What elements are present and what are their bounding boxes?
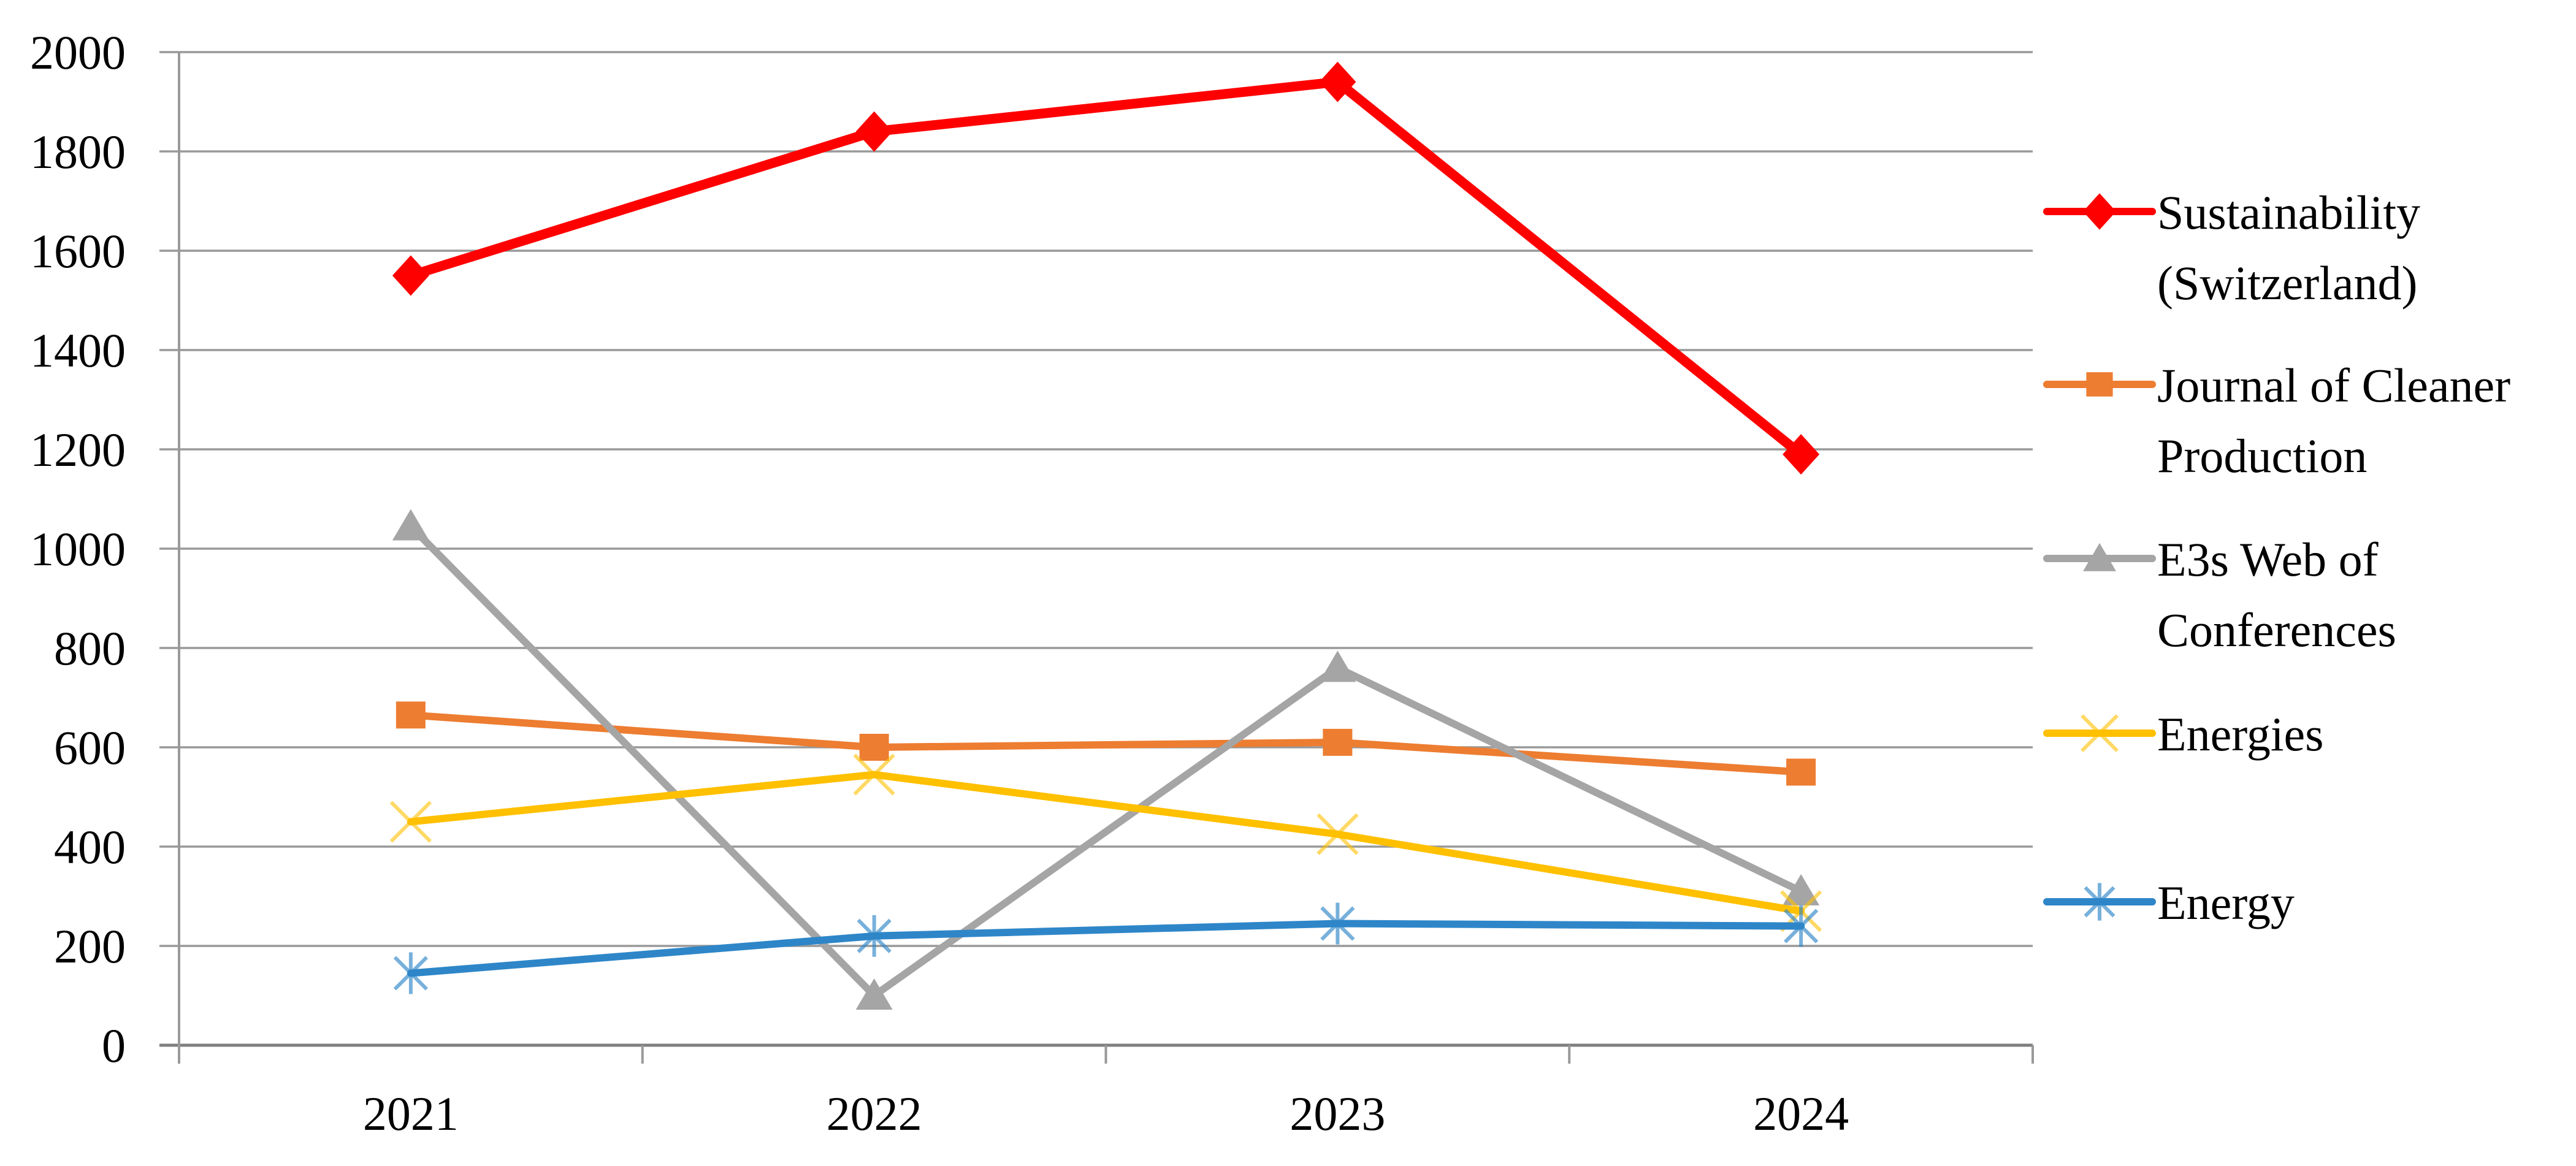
y-axis-label-1600: 1600 xyxy=(30,224,126,278)
series-line-sustainability-switzerland xyxy=(405,77,1806,460)
legend-label-e3s-web-of-conferences-line2: Conferences xyxy=(2157,603,2396,657)
y-axis-label-1200: 1200 xyxy=(30,423,126,476)
x-axis-label-2022: 2022 xyxy=(827,1087,922,1140)
marker-diamond-legend-sustainability-switzerland xyxy=(2083,193,2116,230)
x-axis-label-2023: 2023 xyxy=(1290,1087,1385,1140)
marker-x-energies-2021 xyxy=(389,801,432,843)
y-axis-label-800: 800 xyxy=(54,622,126,675)
marker-asterisk-energy-2022 xyxy=(857,915,892,957)
marker-asterisk-energy-2021 xyxy=(393,952,428,994)
marker-asterisk-energy-2023 xyxy=(1320,902,1355,945)
marker-diamond-sustainability-switzerland-2023 xyxy=(1319,61,1356,102)
marker-triangle-e3s-web-of-conferences-2024 xyxy=(1783,874,1820,905)
marker-triangle-e3s-web-of-conferences-2023 xyxy=(1319,650,1356,682)
marker-square-journal-of-cleaner-production-2021 xyxy=(396,701,426,729)
y-axis-label-200: 200 xyxy=(54,920,126,973)
legend-label-journal-of-cleaner-production-line2: Production xyxy=(2157,429,2367,482)
marker-triangle-e3s-web-of-conferences-2021 xyxy=(392,509,429,541)
legend-label-journal-of-cleaner-production-line1: Journal of Cleaner xyxy=(2157,359,2510,412)
y-axis-label-1800: 1800 xyxy=(30,125,126,178)
legend-label-energies: Energies xyxy=(2157,707,2323,761)
marker-asterisk-energy-2024 xyxy=(1784,905,1819,947)
series-line-e3s-web-of-conferences xyxy=(407,522,1805,999)
marker-square-legend-journal-of-cleaner-production xyxy=(2086,372,2113,397)
marker-triangle-legend-e3s-web-of-conferences xyxy=(2083,543,2116,571)
marker-x-energies-2023 xyxy=(1317,813,1359,855)
y-axis-label-600: 600 xyxy=(54,721,126,774)
x-axis-label-2024: 2024 xyxy=(1753,1087,1849,1140)
marker-diamond-sustainability-switzerland-2024 xyxy=(1783,434,1820,475)
x-axis-label-2021: 2021 xyxy=(363,1087,459,1140)
marker-diamond-sustainability-switzerland-2022 xyxy=(855,111,893,152)
y-axis-label-2000: 2000 xyxy=(30,26,126,79)
legend-label-energy: Energy xyxy=(2157,876,2295,929)
legend-label-sustainability-switzerland-line1: Sustainability xyxy=(2157,186,2420,239)
marker-square-journal-of-cleaner-production-2023 xyxy=(1323,728,1353,756)
marker-x-energies-2022 xyxy=(853,753,895,796)
marker-square-journal-of-cleaner-production-2024 xyxy=(1786,758,1816,786)
y-axis-label-0: 0 xyxy=(102,1019,126,1072)
marker-triangle-e3s-web-of-conferences-2022 xyxy=(855,978,893,1010)
marker-asterisk-legend-energy xyxy=(2084,883,2115,921)
y-axis-label-1000: 1000 xyxy=(30,522,126,576)
series-line-energy xyxy=(407,920,1805,977)
series-line-journal-of-cleaner-production xyxy=(407,711,1805,776)
y-axis-label-1400: 1400 xyxy=(30,324,126,377)
marker-x-legend-energies xyxy=(2081,714,2119,752)
legend-label-e3s-web-of-conferences-line1: E3s Web of xyxy=(2157,533,2379,586)
marker-square-journal-of-cleaner-production-2022 xyxy=(859,734,889,761)
legend-label-sustainability-switzerland-line2: (Switzerland) xyxy=(2157,256,2418,310)
marker-diamond-sustainability-switzerland-2021 xyxy=(392,255,429,296)
series-line-energies xyxy=(407,771,1805,915)
y-axis-label-400: 400 xyxy=(54,820,126,874)
